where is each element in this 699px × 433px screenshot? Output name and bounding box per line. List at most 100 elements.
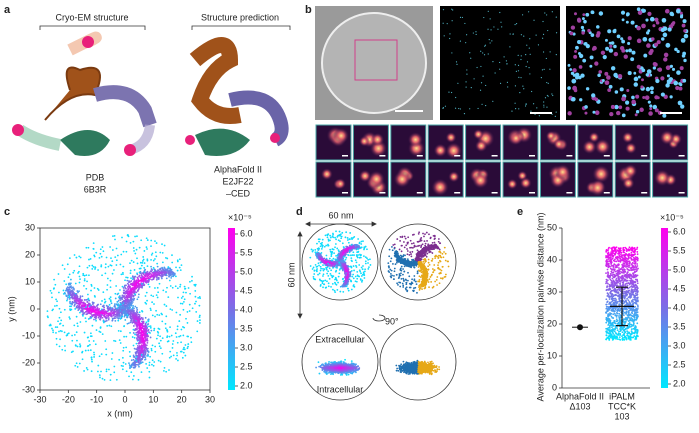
spot [546,14,548,16]
localization [349,273,352,276]
spot [442,107,444,109]
localization [63,331,66,334]
localization [331,262,334,265]
localization [145,277,148,280]
localization [108,297,111,300]
spot [469,52,471,54]
localization [338,261,341,264]
spot [656,40,661,45]
localization [364,256,367,259]
spot [641,78,644,82]
spot [543,101,545,103]
localization [328,267,331,270]
localization [341,257,344,260]
spot [652,66,657,70]
localization [144,268,147,271]
localization [90,289,92,292]
spot [585,44,590,49]
localization [96,304,99,307]
localization [333,289,336,292]
spot [649,16,655,22]
localization [79,256,82,259]
localization [143,267,146,269]
spot [641,23,646,29]
localization [70,278,72,281]
spot [619,87,624,92]
localization [349,254,352,257]
localization [115,259,118,262]
localization [143,330,146,332]
localization [123,325,125,328]
localization [178,320,181,322]
localization [362,240,364,243]
spot [649,107,653,111]
localization [312,276,315,278]
localization [83,279,86,282]
localization [100,255,103,258]
localization [126,289,128,292]
localization [314,248,317,251]
localization [59,311,62,314]
localization [148,325,150,328]
localization [347,273,349,276]
localization [113,339,115,342]
localization [141,310,144,313]
spot [645,73,650,77]
localization [81,295,84,298]
localization [57,320,59,323]
localization [135,348,138,350]
localization [171,286,174,289]
localization [90,306,92,308]
localization [176,341,179,344]
localization [368,266,370,269]
localization [178,335,180,338]
localization [55,331,57,334]
spot [613,72,618,78]
localization [85,367,88,369]
localization [126,322,129,325]
localization [68,288,71,291]
localization [131,278,134,281]
localization [136,298,139,301]
localization [147,318,150,321]
spot [482,75,484,77]
localization [154,345,157,348]
spot [608,84,613,89]
localization [153,268,156,271]
localization [336,289,339,291]
localization [155,242,158,244]
localization [324,234,327,237]
localization [92,301,94,304]
localization [126,314,129,317]
localization [188,310,191,312]
spot [661,37,665,41]
localization [418,231,421,234]
localization [336,254,339,257]
localization [110,257,112,259]
spot [627,41,631,45]
localization [74,282,77,285]
localization [180,341,182,344]
localization [76,366,79,368]
localization [141,275,144,278]
localization [195,311,198,313]
spot [535,34,537,36]
localization [319,255,322,258]
localization [78,281,81,284]
localization [154,251,157,254]
localization [181,356,184,359]
localization [145,344,148,347]
localization [350,257,353,260]
localization [170,275,173,278]
spot [604,38,608,42]
localization [104,263,107,266]
spot [667,27,672,32]
localization [130,294,133,297]
localization [144,347,147,350]
localization [141,318,144,321]
spot [497,28,499,30]
localization [179,285,181,288]
localization [159,274,162,277]
localization [198,316,201,318]
spot [610,104,615,109]
